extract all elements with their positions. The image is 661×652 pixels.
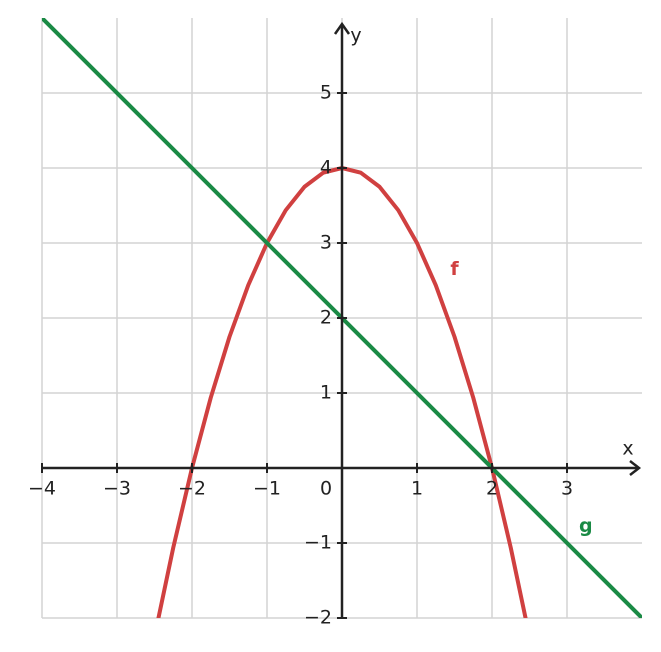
x-tick-label: 0 xyxy=(320,478,332,500)
x-tick-label: −1 xyxy=(253,478,281,500)
y-tick-label: −2 xyxy=(304,607,332,629)
x-tick-label: 2 xyxy=(486,478,498,500)
series-label: f xyxy=(450,258,459,280)
y-tick-label: 4 xyxy=(320,157,332,179)
y-tick-label: −1 xyxy=(304,532,332,554)
series-label: g xyxy=(579,515,593,537)
y-tick-label: 1 xyxy=(320,382,332,404)
x-axis-label: x xyxy=(622,438,633,460)
y-tick-label: 2 xyxy=(320,307,332,329)
y-axis-arrow xyxy=(333,21,351,35)
x-axis-arrow xyxy=(629,460,642,476)
x-tick-label: 1 xyxy=(411,478,423,500)
y-tick-label: 5 xyxy=(320,82,332,104)
x-tick-label: −4 xyxy=(28,478,56,500)
x-tick-label: 3 xyxy=(561,478,573,500)
x-tick-label: −2 xyxy=(178,478,206,500)
x-tick-label: −3 xyxy=(103,478,131,500)
y-tick-label: 3 xyxy=(320,232,332,254)
y-axis-label: y xyxy=(350,25,361,47)
